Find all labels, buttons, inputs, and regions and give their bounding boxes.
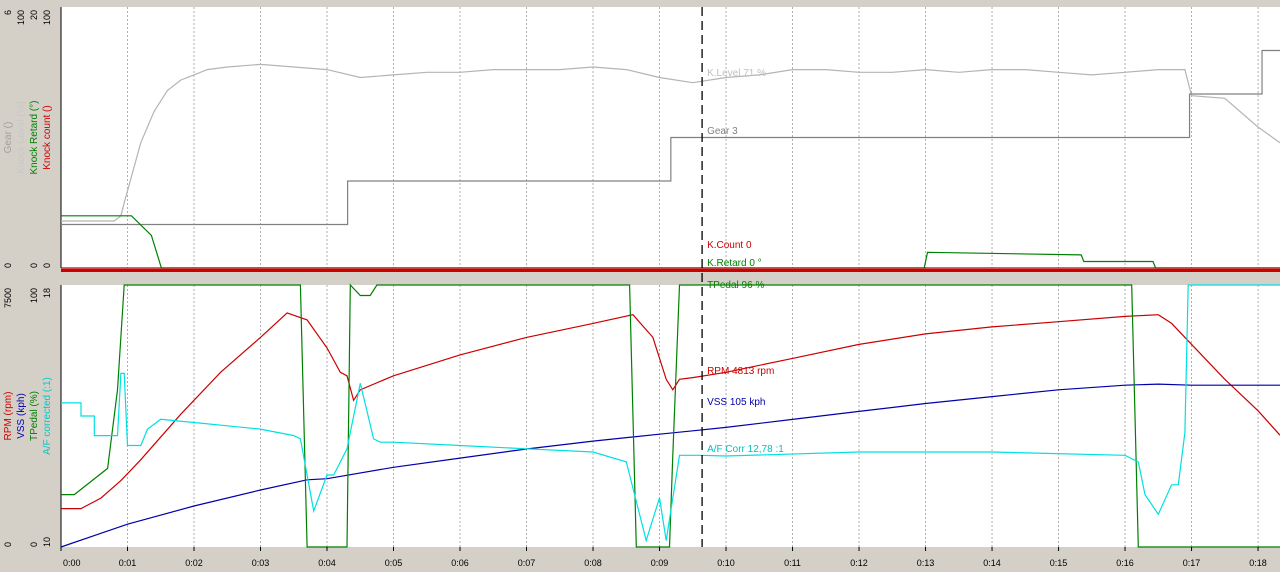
x-tick-label: 0:10 — [717, 558, 735, 568]
x-tick-label: 0:01 — [119, 558, 137, 568]
series-line-rpm — [61, 312, 1280, 510]
panel-separator — [61, 269, 1280, 272]
bottom-axis-labels: RPM (rpm) 7500 0 VSS (kph) TPedal (%) 100 0 A/F… — [3, 288, 53, 547]
axis-min-rpm: 0 — [3, 542, 13, 547]
axis-max-tpedal: 100 — [29, 288, 39, 303]
axis-title-vss: VSS (kph) — [16, 393, 27, 439]
x-axis-ticks: 0:00 0:01 0:02 0:03 0:04 0:05 0:06 0:07 0:08 0:09… — [60, 547, 1267, 568]
x-tick-label: 0:04 — [318, 558, 336, 568]
x-tick-label: 0:06 — [451, 558, 469, 568]
series-line-tpedal — [61, 283, 1280, 548]
cursor-label-afc: A/F Corr 12,78 :1 — [707, 444, 784, 455]
x-tick-label: 0:00 — [63, 558, 81, 568]
axis-title-afc: A/F corrected (:1) — [42, 377, 53, 455]
cursor-label-klevel: K.Level 71 % — [707, 68, 766, 79]
x-tick-label: 0:16 — [1116, 558, 1134, 568]
x-tick-label: 0:07 — [518, 558, 536, 568]
x-tick-label: 0:03 — [252, 558, 270, 568]
axis-title-rpm: RPM (rpm) — [3, 392, 14, 441]
axis-max-rpm: 7500 — [3, 288, 13, 308]
top-axis-labels: Gear () 6 0 Knock Level (%) 100 Knock Retard … — [3, 10, 53, 268]
axis-min-afc: 10 — [42, 537, 52, 547]
x-tick-label: 0:02 — [185, 558, 203, 568]
axis-max-kretard: 20 — [29, 10, 39, 20]
series-line-afc — [61, 284, 1280, 543]
x-tick-label: 0:12 — [850, 558, 868, 568]
x-tick-label: 0:17 — [1183, 558, 1201, 568]
x-tick-label: 0:11 — [784, 558, 801, 568]
series-line-gear — [61, 49, 1280, 226]
series-lines — [60, 49, 1280, 548]
axis-title-kretard: Knock Retard (°) — [29, 100, 40, 174]
axis-title-tpedal: TPedal (%) — [29, 391, 40, 441]
axis-title-klevel: Knock Level (%) — [16, 101, 27, 174]
axis-min-kcount: 0 — [42, 263, 52, 268]
cursor-label-rpm: RPM 4813 rpm — [707, 366, 774, 377]
x-tick-label: 0:08 — [584, 558, 602, 568]
cursor-label-kretard: K.Retard 0 ° — [707, 258, 762, 269]
series-line-klevel — [61, 63, 1280, 222]
cursor-label-gear: Gear 3 — [707, 126, 738, 137]
cursor-label-tpedal: TPedal 96 % — [707, 280, 764, 291]
axis-min-tpedal: 0 — [29, 542, 39, 547]
x-tick-label: 0:14 — [983, 558, 1001, 568]
axis-title-kcount: Knock count () — [42, 105, 53, 169]
x-tick-label: 0:18 — [1249, 558, 1267, 568]
axis-max-kcount: 100 — [42, 10, 52, 25]
axis-min-kretard: 0 — [29, 263, 39, 268]
series-line-kretard — [61, 215, 1280, 269]
cursor-label-kcount: K.Count 0 — [707, 240, 752, 251]
series-line-vss — [60, 383, 1280, 548]
axis-min-gear: 0 — [3, 263, 13, 268]
axis-max-afc: 18 — [42, 288, 52, 298]
x-tick-label: 0:13 — [917, 558, 935, 568]
x-tick-label: 0:15 — [1050, 558, 1068, 568]
cursor-label-vss: VSS 105 kph — [707, 397, 765, 408]
cursor-labels: K.Level 71 % Gear 3 K.Count 0 K.Retard 0 ° T… — [707, 68, 784, 455]
axis-max-gear: 6 — [3, 10, 13, 15]
x-tick-label: 0:09 — [651, 558, 669, 568]
axis-title-gear: Gear () — [3, 122, 14, 154]
axis-max-klevel: 100 — [16, 10, 26, 25]
x-tick-label: 0:05 — [385, 558, 403, 568]
